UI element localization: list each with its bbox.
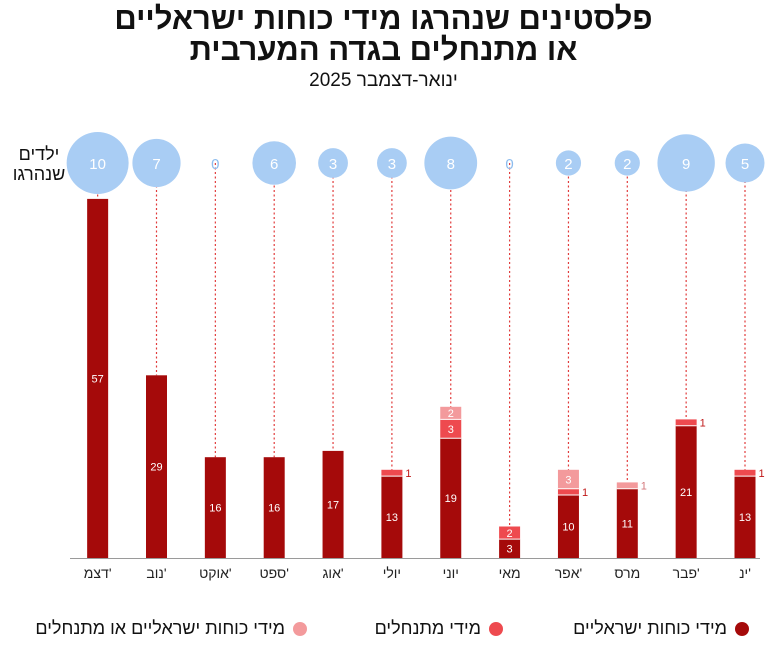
children-count-label: 8	[447, 156, 455, 173]
children-bubble	[555, 150, 582, 176]
bar-segment	[440, 406, 462, 420]
data-label: 3	[565, 474, 571, 486]
bar-segment	[616, 482, 638, 489]
x-tick-label: יולי	[383, 565, 401, 581]
children-bubble	[424, 136, 478, 190]
bar-segment	[381, 476, 403, 558]
children-bubble	[318, 148, 348, 178]
children-bubble	[614, 150, 640, 176]
data-label: 57	[92, 373, 104, 385]
children-count-label: 6	[270, 156, 278, 173]
bar-segment	[675, 425, 697, 558]
x-tick-label: מרס	[614, 565, 640, 581]
data-label: 1	[582, 487, 588, 499]
children-bubble	[377, 148, 407, 178]
x-tick-label: פבר'	[673, 565, 700, 581]
data-label: 11	[622, 518, 633, 530]
x-tick-label: אוקט'	[199, 565, 232, 581]
children-bubble	[132, 138, 181, 188]
bar-segment	[440, 419, 462, 439]
data-label: 1	[641, 481, 647, 493]
legend-item-forces: מידי כוחות ישראליים	[573, 618, 749, 639]
data-label: 13	[386, 512, 398, 524]
bar-segment	[734, 476, 756, 558]
children-count-label: 10	[89, 156, 106, 173]
bar-segment	[557, 495, 579, 558]
x-tick-label: דצמ'	[84, 565, 112, 581]
children-bubble	[66, 132, 129, 194]
children-count-label: 0	[505, 156, 513, 173]
legend-item-settlers: מידי מתנחלים	[375, 618, 503, 639]
legend-swatch-settlers	[489, 621, 503, 636]
data-label: 2	[448, 408, 454, 420]
data-label: 3	[448, 424, 454, 436]
children-killed-label: ילדים שנהרגו	[10, 144, 68, 184]
data-label: 19	[445, 493, 457, 505]
data-label: 17	[327, 499, 339, 511]
legend-label-forces-or-settlers: מידי כוחות ישראליים או מתנחלים	[35, 618, 285, 638]
children-bubble	[252, 141, 296, 185]
children-count-label: 9	[682, 156, 690, 173]
chart-subtitle: ינואר-דצמבר 2025	[309, 70, 458, 91]
x-tick-label: אוג'	[323, 565, 344, 581]
children-count-label: 2	[564, 156, 572, 173]
x-tick-label: נוב'	[146, 565, 166, 581]
children-count-label: 5	[741, 156, 749, 173]
bar-segment	[499, 526, 521, 540]
bar-segment	[616, 488, 638, 558]
legend-swatch-forces	[735, 621, 749, 636]
legend-label-settlers: מידי מתנחלים	[374, 618, 481, 638]
chart-title-line2: או מתנחלים בגדה המערבית	[189, 32, 578, 67]
data-label: 29	[150, 462, 162, 474]
data-label: 16	[268, 503, 280, 515]
data-label: 10	[562, 522, 574, 534]
children-count-label: 2	[623, 156, 631, 173]
x-tick-label: ספט'	[259, 565, 288, 581]
children-count-label: 3	[329, 156, 337, 173]
data-label: 1	[759, 468, 765, 480]
bar-segment	[557, 469, 579, 489]
bar-segment	[322, 450, 344, 558]
data-label: 16	[209, 503, 221, 515]
bar-segment	[440, 438, 462, 558]
chart-title-line1: פלסטינים שנהרגו מידי כוחות ישראליים	[114, 1, 653, 36]
legend-item-forces-or-settlers: מידי כוחות ישראליים או מתנחלים	[35, 618, 307, 639]
data-label: 1	[405, 468, 411, 480]
x-tick-label: יוני	[443, 565, 459, 581]
bar-segment	[204, 457, 226, 558]
bar-segment	[146, 375, 167, 558]
x-tick-label: ינ'	[739, 565, 751, 581]
data-label: 13	[739, 512, 751, 524]
bar-segment	[675, 419, 697, 426]
legend-label-forces: מידי כוחות ישראליים	[573, 618, 727, 638]
data-label: 21	[680, 487, 692, 499]
children-count-label: 7	[152, 156, 160, 173]
bar-segment	[87, 198, 109, 558]
data-label: 2	[507, 528, 513, 540]
children-bubble	[657, 134, 715, 192]
children-count-label: 3	[388, 156, 396, 173]
bar-segment	[263, 457, 285, 558]
bar-segment	[499, 539, 521, 558]
x-tick-label: אפר'	[555, 565, 583, 581]
x-tick-label: מאי	[499, 565, 521, 581]
children-bubble	[725, 143, 765, 183]
bar-segment	[381, 469, 403, 477]
data-label: 3	[507, 544, 513, 556]
children-count-label: 0	[211, 156, 219, 173]
children-label-line2: שנהרגו	[12, 164, 66, 184]
legend-swatch-forces-or-settlers	[293, 621, 307, 636]
bar-segment	[734, 469, 756, 477]
children-label-line1: ילדים	[18, 144, 60, 164]
data-label: 1	[700, 418, 706, 430]
bar-segment	[557, 488, 579, 495]
